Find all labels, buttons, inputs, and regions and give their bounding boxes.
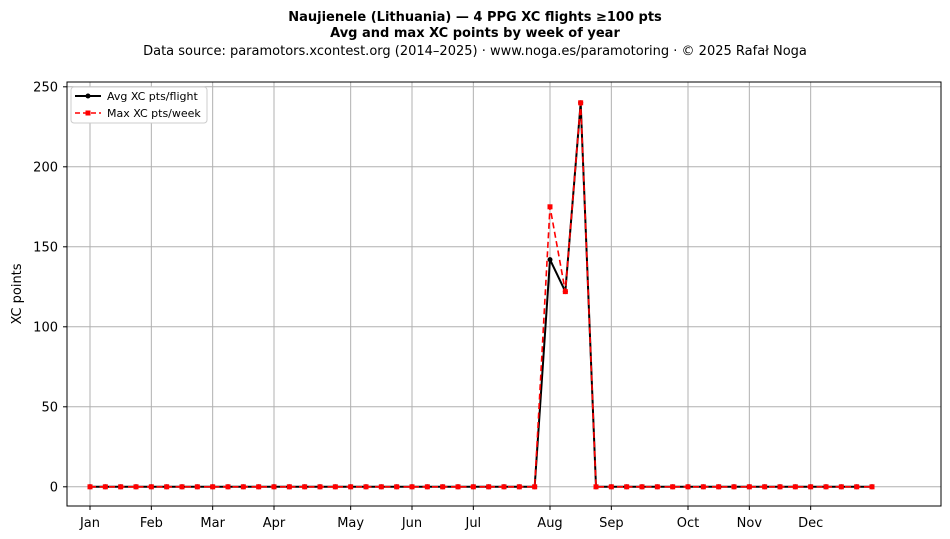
series-line (90, 101, 872, 488)
data-point (317, 484, 323, 490)
legend: Avg XC pts/flight Max XC pts/week (70, 86, 208, 124)
data-point (685, 484, 691, 490)
data-point (102, 484, 108, 490)
y-tick-label: 250 (33, 80, 58, 95)
y-tick-label: 150 (33, 240, 58, 255)
data-point (624, 484, 630, 490)
data-point (240, 484, 246, 490)
y-tick-label: 100 (33, 320, 58, 335)
data-point (639, 484, 645, 490)
data-point (363, 484, 369, 490)
data-point (593, 484, 599, 490)
x-tick-label: Jan (79, 516, 100, 531)
legend-marker-max (85, 110, 91, 116)
data-point (792, 484, 798, 490)
data-point (118, 484, 124, 490)
data-point (87, 484, 93, 490)
data-point (762, 484, 768, 490)
data-point (133, 484, 139, 490)
data-point (210, 484, 216, 490)
data-point (654, 484, 660, 490)
legend-box (70, 86, 208, 124)
grid (67, 82, 941, 506)
data-point (562, 289, 568, 295)
data-point (700, 484, 706, 490)
data-point (547, 204, 553, 210)
x-tick-label: Jul (464, 516, 481, 531)
data-point (746, 484, 752, 490)
x-tick-label: Feb (140, 516, 163, 531)
data-point (348, 484, 354, 490)
plot-frame (66, 81, 942, 507)
data-point (808, 484, 814, 490)
data-point (409, 484, 415, 490)
data-point (608, 484, 614, 490)
data-point (286, 484, 292, 490)
x-tick-label: Mar (200, 516, 225, 531)
data-point (716, 484, 722, 490)
x-tick-label: Oct (677, 516, 699, 531)
data-point (164, 484, 170, 490)
legend-marker-avg (85, 93, 91, 99)
chart-title: Naujienele (Lithuania) — 4 PPG XC flight… (288, 10, 662, 25)
x-tick-label: Nov (737, 516, 763, 531)
data-point (148, 484, 154, 490)
data-point (869, 484, 875, 490)
data-point (486, 484, 492, 490)
data-point (332, 484, 338, 490)
x-tick-label: Sep (599, 516, 624, 531)
data-point (578, 100, 584, 106)
data-point (516, 484, 522, 490)
x-tick-label: May (337, 516, 364, 531)
chart-subtitle: Avg and max XC points by week of year (330, 26, 620, 41)
series-line (90, 102, 872, 488)
data-point (731, 484, 737, 490)
data-point (854, 484, 860, 490)
data-point (455, 484, 461, 490)
y-tick-label: 50 (41, 400, 58, 415)
data-point (271, 484, 277, 490)
data-point (378, 484, 384, 490)
series-max (87, 100, 875, 490)
x-axis: Jan Feb Mar Apr May Jun Jul Aug Sep Oct Nov Dec (79, 506, 823, 531)
y-tick-label: 0 (50, 480, 58, 495)
x-tick-label: Aug (537, 516, 562, 531)
data-point (256, 484, 262, 490)
data-point (823, 484, 829, 490)
series-layer (87, 100, 875, 490)
y-axis-label: XC points (10, 263, 25, 324)
data-point (225, 484, 231, 490)
data-point (424, 484, 430, 490)
data-point (501, 484, 507, 490)
x-tick-label: Jun (401, 516, 422, 531)
data-point (302, 484, 308, 490)
data-point (470, 484, 476, 490)
data-point (777, 484, 783, 490)
data-point (194, 484, 200, 490)
legend-label-max: Max XC pts/week (107, 107, 201, 120)
y-axis: 0 50 100 150 200 250 (33, 80, 67, 495)
data-point (394, 484, 400, 490)
data-point (532, 484, 538, 490)
legend-label-avg: Avg XC pts/flight (107, 90, 198, 103)
x-tick-label: Dec (798, 516, 823, 531)
y-tick-label: 200 (33, 160, 58, 175)
chart-source: Data source: paramotors.xcontest.org (20… (143, 44, 807, 59)
data-point (547, 257, 553, 263)
x-tick-label: Apr (263, 516, 286, 531)
series-avg (87, 100, 875, 490)
data-point (179, 484, 185, 490)
data-point (670, 484, 676, 490)
data-point (440, 484, 446, 490)
data-point (838, 484, 844, 490)
